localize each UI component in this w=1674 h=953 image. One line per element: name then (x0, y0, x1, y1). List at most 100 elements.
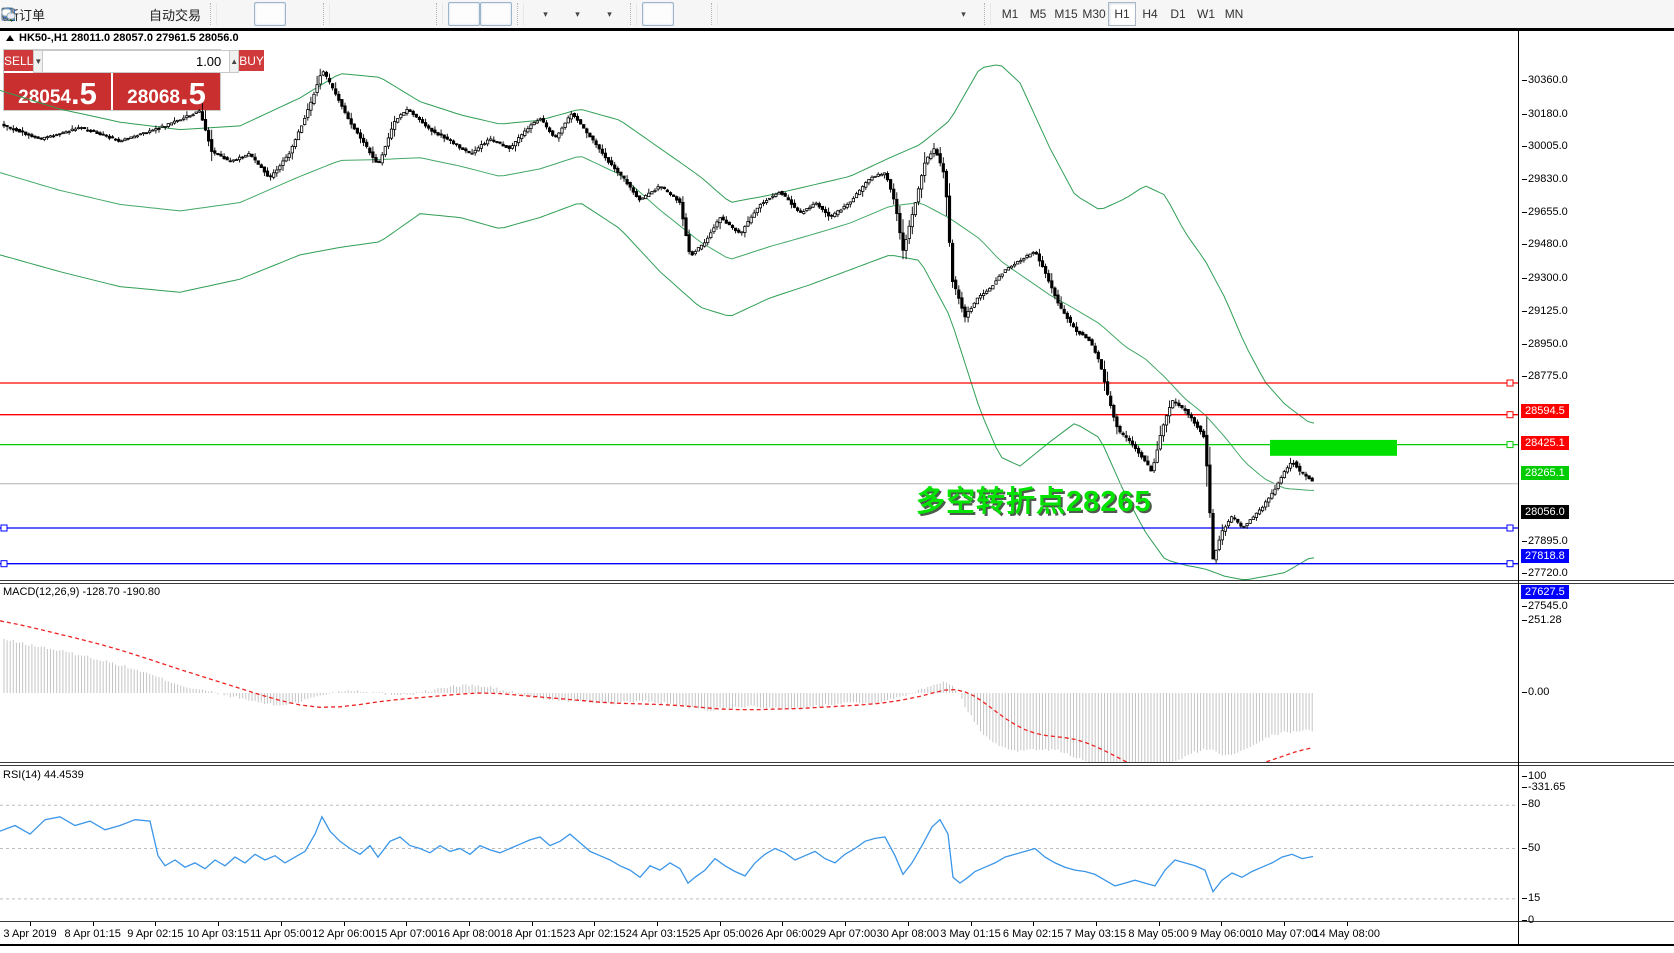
line-chart-button[interactable] (1, 2, 318, 26)
bar-chart-button[interactable] (2, 2, 254, 26)
arrows-button[interactable]: ▾ (3, 2, 979, 26)
periods-button[interactable]: ▾ (1, 2, 593, 26)
toolbar-separator (630, 3, 638, 25)
time-axis[interactable]: 3 Apr 2019 8 Apr 01:15 9 Apr 02:15 10 Apr 0… (0, 922, 1518, 944)
timeframe-h1-button[interactable]: H1 (1108, 2, 1137, 26)
toolbar-separator (517, 3, 525, 25)
price-level-label: 28594.5 (1521, 404, 1569, 418)
sell-price-box[interactable]: 28054.5 (4, 73, 111, 110)
fibonacci-button[interactable]: F (2, 2, 883, 26)
timeframe-m1-button[interactable]: M1 (1001, 7, 1019, 21)
candlestick-chart-button[interactable] (3, 2, 287, 26)
timeframe-w1-button[interactable]: W1 (1197, 7, 1216, 21)
macd-label: MACD(12,26,9) -128.70 -190.80 (3, 586, 161, 598)
chart-shift-button[interactable] (2, 2, 513, 26)
zoom-out-button[interactable] (2, 2, 399, 26)
timeframe-m15-button[interactable]: M15 (1054, 7, 1078, 21)
search-icon[interactable] (1, 2, 1624, 26)
crosshair-button[interactable] (2, 2, 706, 26)
time-axis-tick (970, 922, 972, 926)
price-axis-tick: -331.65 (1522, 781, 1565, 793)
volume-decrease-button[interactable]: ▼ (33, 50, 44, 73)
rsi-label: RSI(14) 44.4539 (3, 769, 84, 781)
time-axis-label: 30 Apr 08:00 (876, 928, 939, 940)
time-axis-label: 9 May 06:00 (1191, 928, 1252, 940)
time-axis-label: 7 May 03:15 (1065, 928, 1127, 940)
price-axis-tick: 29125.0 (1522, 305, 1568, 317)
vertical-line-button[interactable] (7, 2, 755, 26)
time-axis-tick (92, 922, 94, 926)
toolbar-separator (711, 3, 719, 25)
templates-button[interactable]: ▾ (1, 2, 625, 26)
timeframe-h4-button[interactable]: H4 (1142, 7, 1158, 21)
volume-increase-button[interactable]: ▲ (229, 50, 240, 73)
time-axis-tick (280, 922, 282, 926)
buy-price-frac: .5 (179, 76, 206, 112)
indicators-button[interactable]: ▾ (1, 2, 561, 26)
rsi-panel[interactable] (0, 766, 1518, 921)
time-axis-tick (1095, 922, 1097, 926)
macd-panel[interactable] (0, 584, 1518, 762)
pivot-annotation-text[interactable]: 多空转折点28265 (916, 486, 1152, 518)
highlighter-button[interactable] (2, 2, 81, 26)
time-axis-label: 8 May 05:00 (1128, 928, 1189, 940)
timeframe-mn-button[interactable]: MN (1224, 7, 1244, 21)
profile-button[interactable] (1, 2, 113, 26)
auto-scroll-button[interactable] (2, 2, 481, 26)
zoom-in-button[interactable] (2, 2, 367, 26)
signal-button[interactable] (4, 2, 145, 26)
price-axis-tick: 0.00 (1522, 686, 1549, 698)
horizontal-line-button[interactable] (2, 2, 787, 26)
autotrading-button[interactable]: 自动交易 (2, 2, 205, 26)
panel-separator[interactable] (0, 580, 1674, 581)
time-axis-label: 12 Apr 06:00 (312, 928, 375, 940)
price-axis-border (1518, 30, 1519, 946)
time-axis-label: 18 Apr 01:15 (500, 928, 563, 940)
collapse-triangle-icon[interactable] (6, 35, 14, 41)
toolbar-separator (436, 3, 444, 25)
text-button[interactable]: A (4, 2, 915, 26)
channel-button[interactable]: E (1, 2, 851, 26)
sell-button[interactable]: SELL (4, 50, 34, 73)
time-axis-label: 8 Apr 01:15 (64, 928, 121, 940)
panel-separator[interactable] (0, 762, 1674, 763)
chat-icon[interactable] (1, 2, 1666, 26)
timeframe-m5-button[interactable]: M5 (1029, 7, 1047, 21)
cursor-button[interactable] (5, 2, 675, 26)
price-axis-tick: 0 (1522, 914, 1534, 926)
panel-separator[interactable] (0, 765, 1674, 766)
time-axis-label: 23 Apr 02:15 (563, 928, 626, 940)
price-axis-tick: 29655.0 (1522, 206, 1568, 218)
time-axis-tick (155, 922, 157, 926)
panel-separator[interactable] (0, 583, 1674, 584)
time-axis-tick (657, 922, 658, 926)
time-axis-tick (719, 922, 721, 926)
price-level-label: 28265.1 (1521, 465, 1569, 480)
timeframe-d1-button[interactable]: D1 (1170, 7, 1186, 21)
text-label-button[interactable]: T (2, 2, 947, 26)
chart-bottom-border (0, 944, 1674, 946)
time-axis-tick (907, 922, 909, 926)
price-axis-tick: 27720.0 (1522, 567, 1568, 579)
main-price-chart[interactable] (0, 31, 1518, 580)
price-axis-tick: 80 (1522, 798, 1540, 810)
trendline-button[interactable] (1, 2, 819, 26)
price-axis-tick: 100 (1522, 770, 1546, 782)
price-axis-tick: 30360.0 (1522, 74, 1568, 86)
chart-window: HK50-,H1 28011.0 28057.0 27961.5 28056.0… (0, 28, 1674, 947)
price-level-label: 27818.8 (1521, 548, 1569, 563)
time-axis-label: 15 Apr 07:00 (374, 928, 438, 940)
sell-price-main: 28054 (18, 87, 71, 108)
volume-input[interactable] (43, 50, 230, 73)
time-axis-label: 25 Apr 05:00 (688, 928, 751, 940)
timeframe-m30-button[interactable]: M30 (1082, 7, 1106, 21)
time-axis-label: 10 May 07:00 (1250, 928, 1318, 940)
time-axis-tick (782, 922, 784, 926)
price-axis-tick: 30180.0 (1522, 108, 1568, 120)
price-level-label: 28425.1 (1521, 435, 1569, 450)
buy-button[interactable]: BUY (239, 50, 264, 73)
tile-windows-button[interactable] (2, 2, 431, 26)
time-axis-tick (845, 922, 847, 926)
